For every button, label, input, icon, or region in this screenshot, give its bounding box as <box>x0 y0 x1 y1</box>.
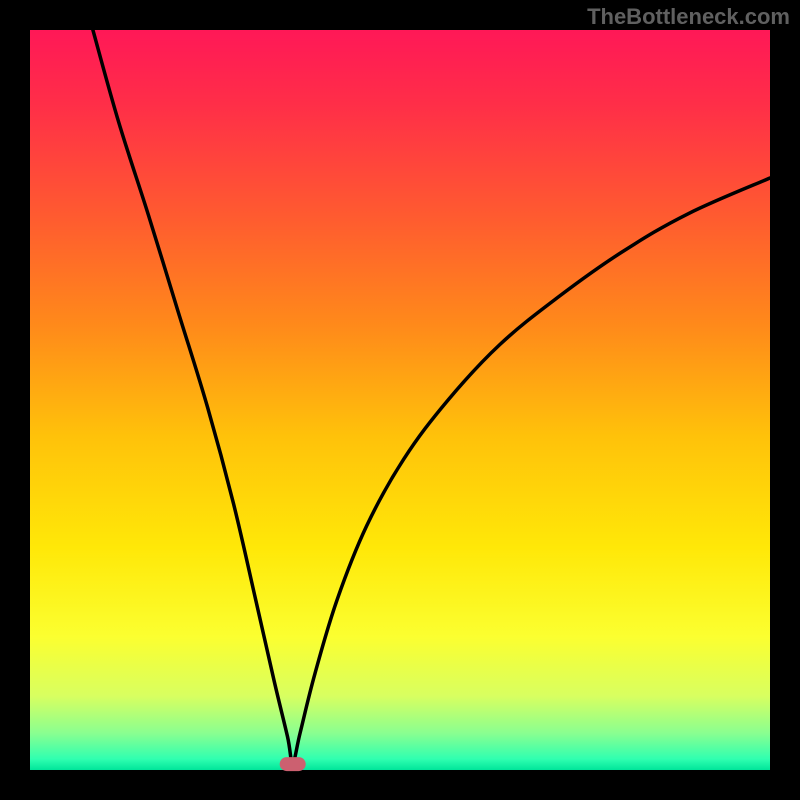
bottleneck-chart <box>0 0 800 800</box>
chart-container: TheBottleneck.com <box>0 0 800 800</box>
optimal-marker <box>280 757 306 771</box>
watermark-text: TheBottleneck.com <box>587 4 790 30</box>
plot-background <box>30 30 770 770</box>
